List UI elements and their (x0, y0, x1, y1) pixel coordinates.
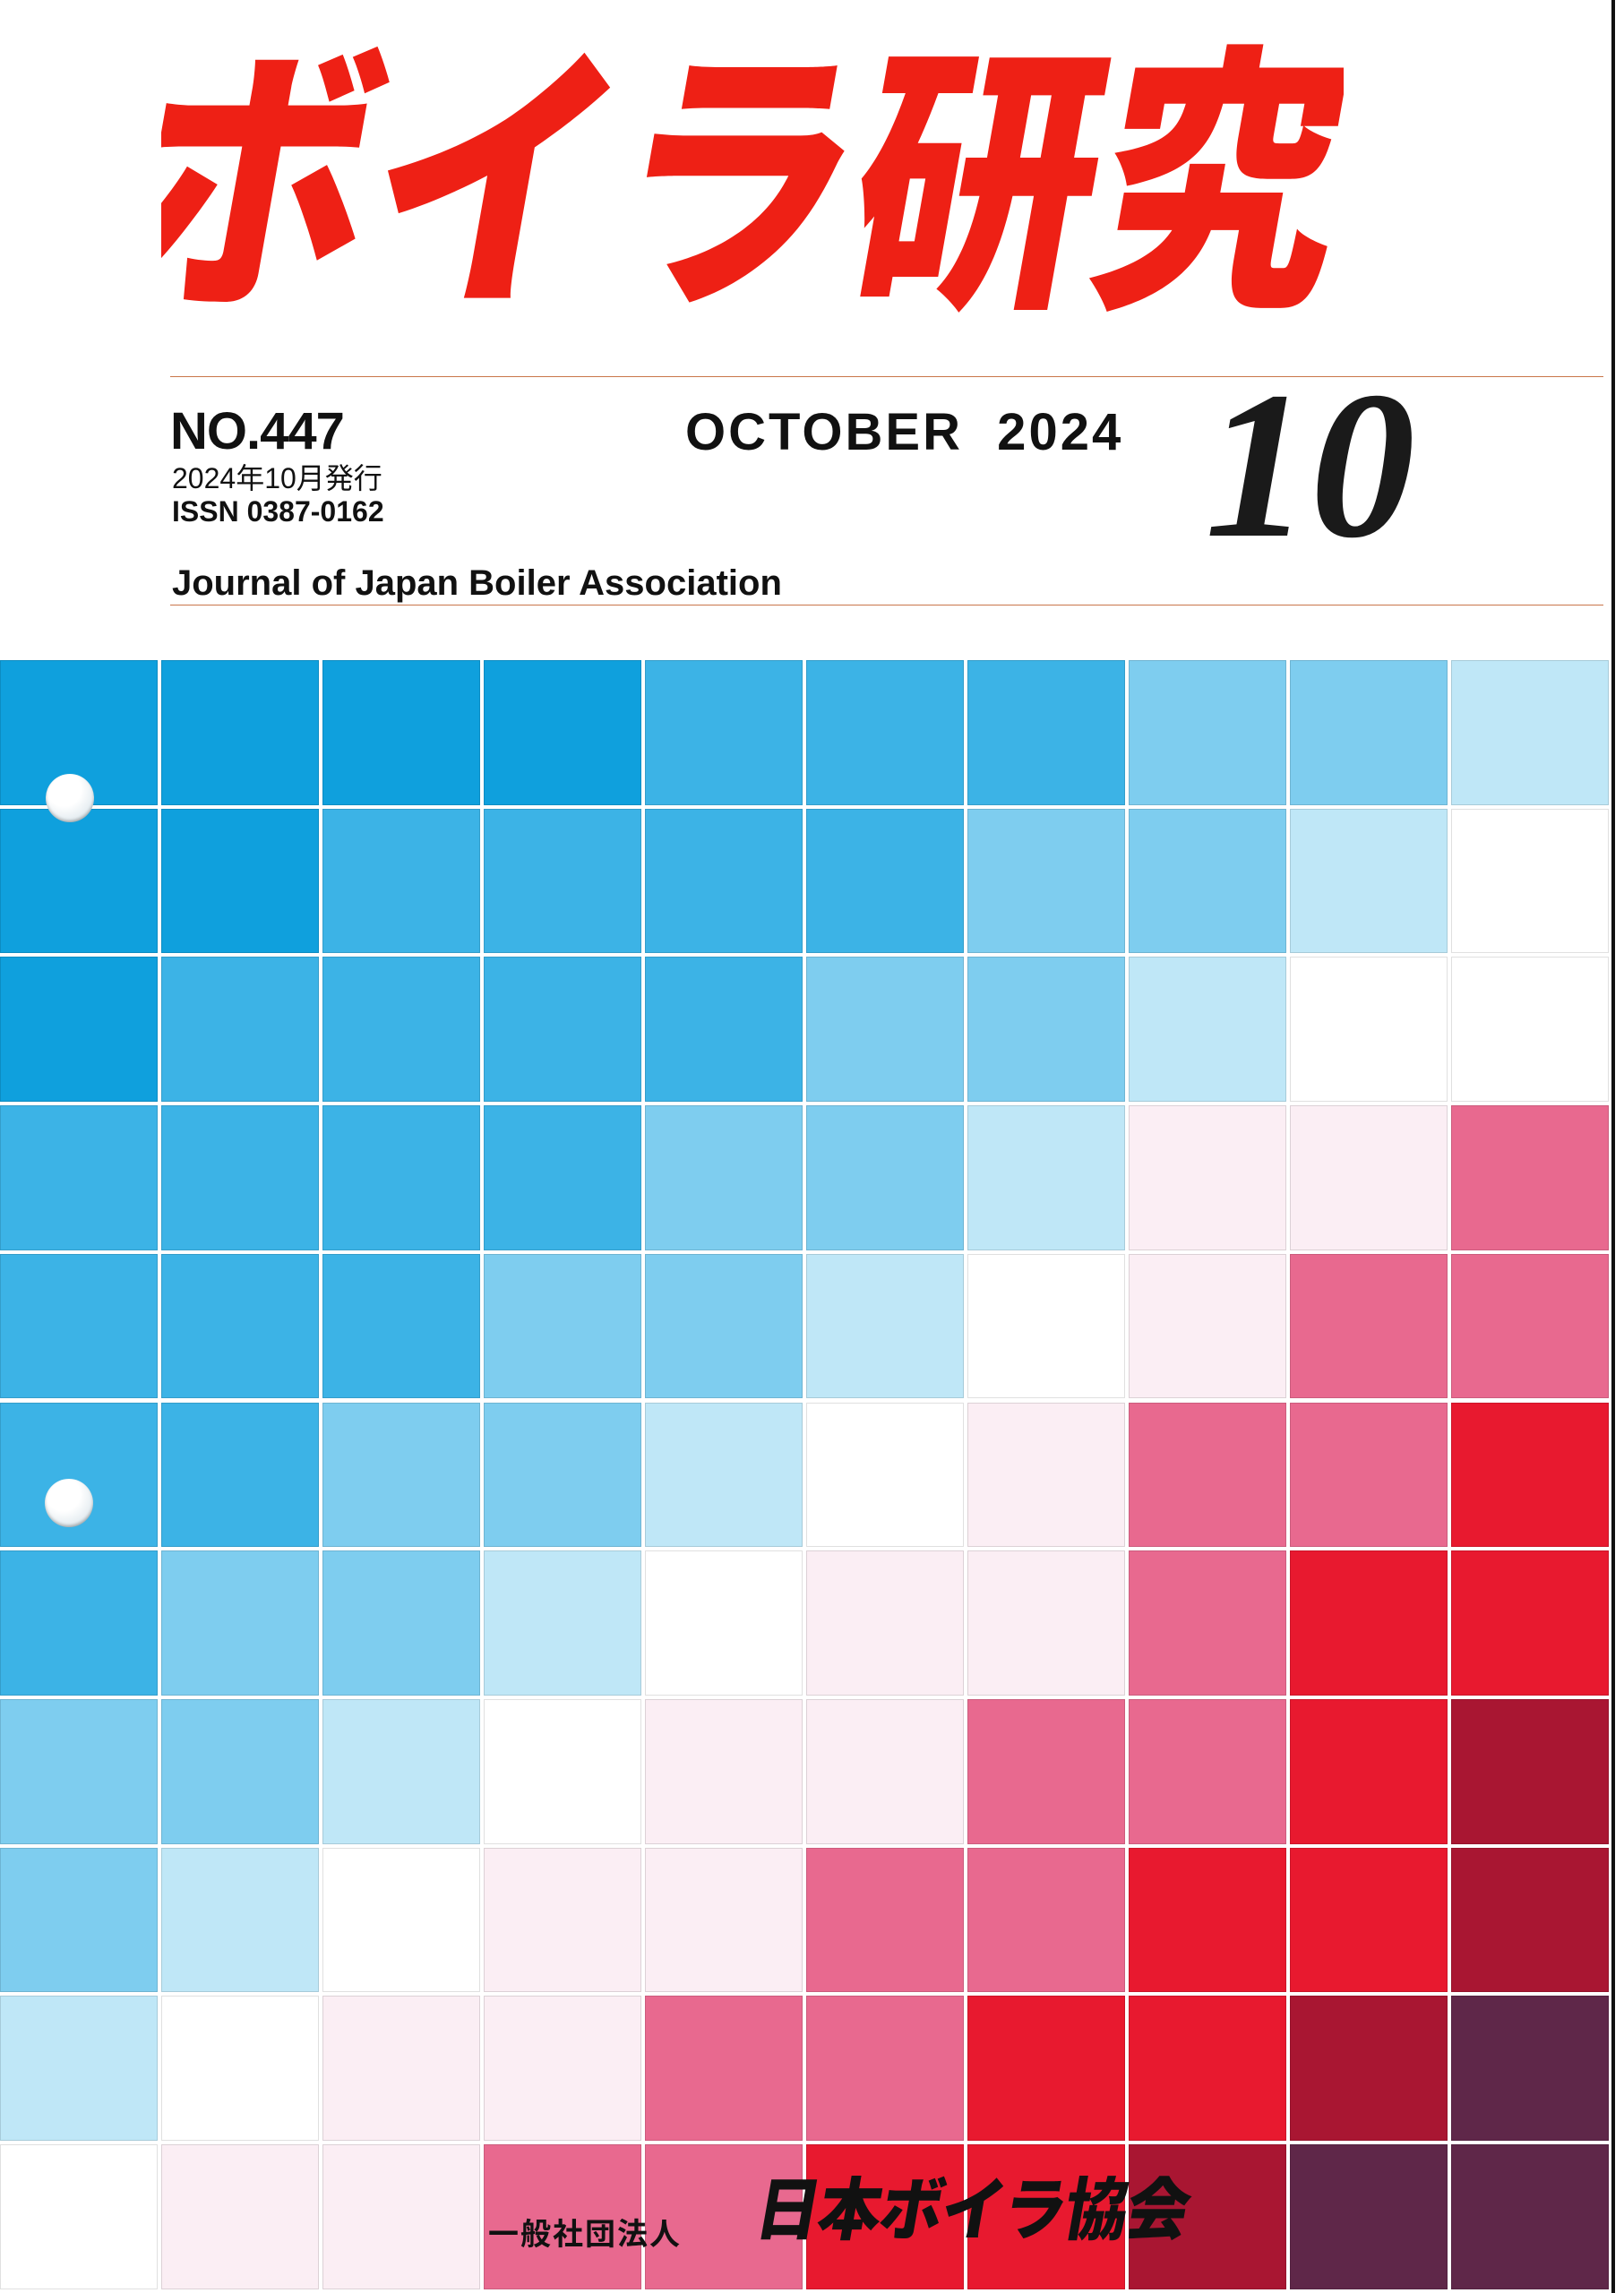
svg-text:ボイラ研究: ボイラ研究 (161, 18, 1344, 340)
svg-text:日本ボイラ協会: 日本ボイラ協会 (750, 2168, 1200, 2253)
